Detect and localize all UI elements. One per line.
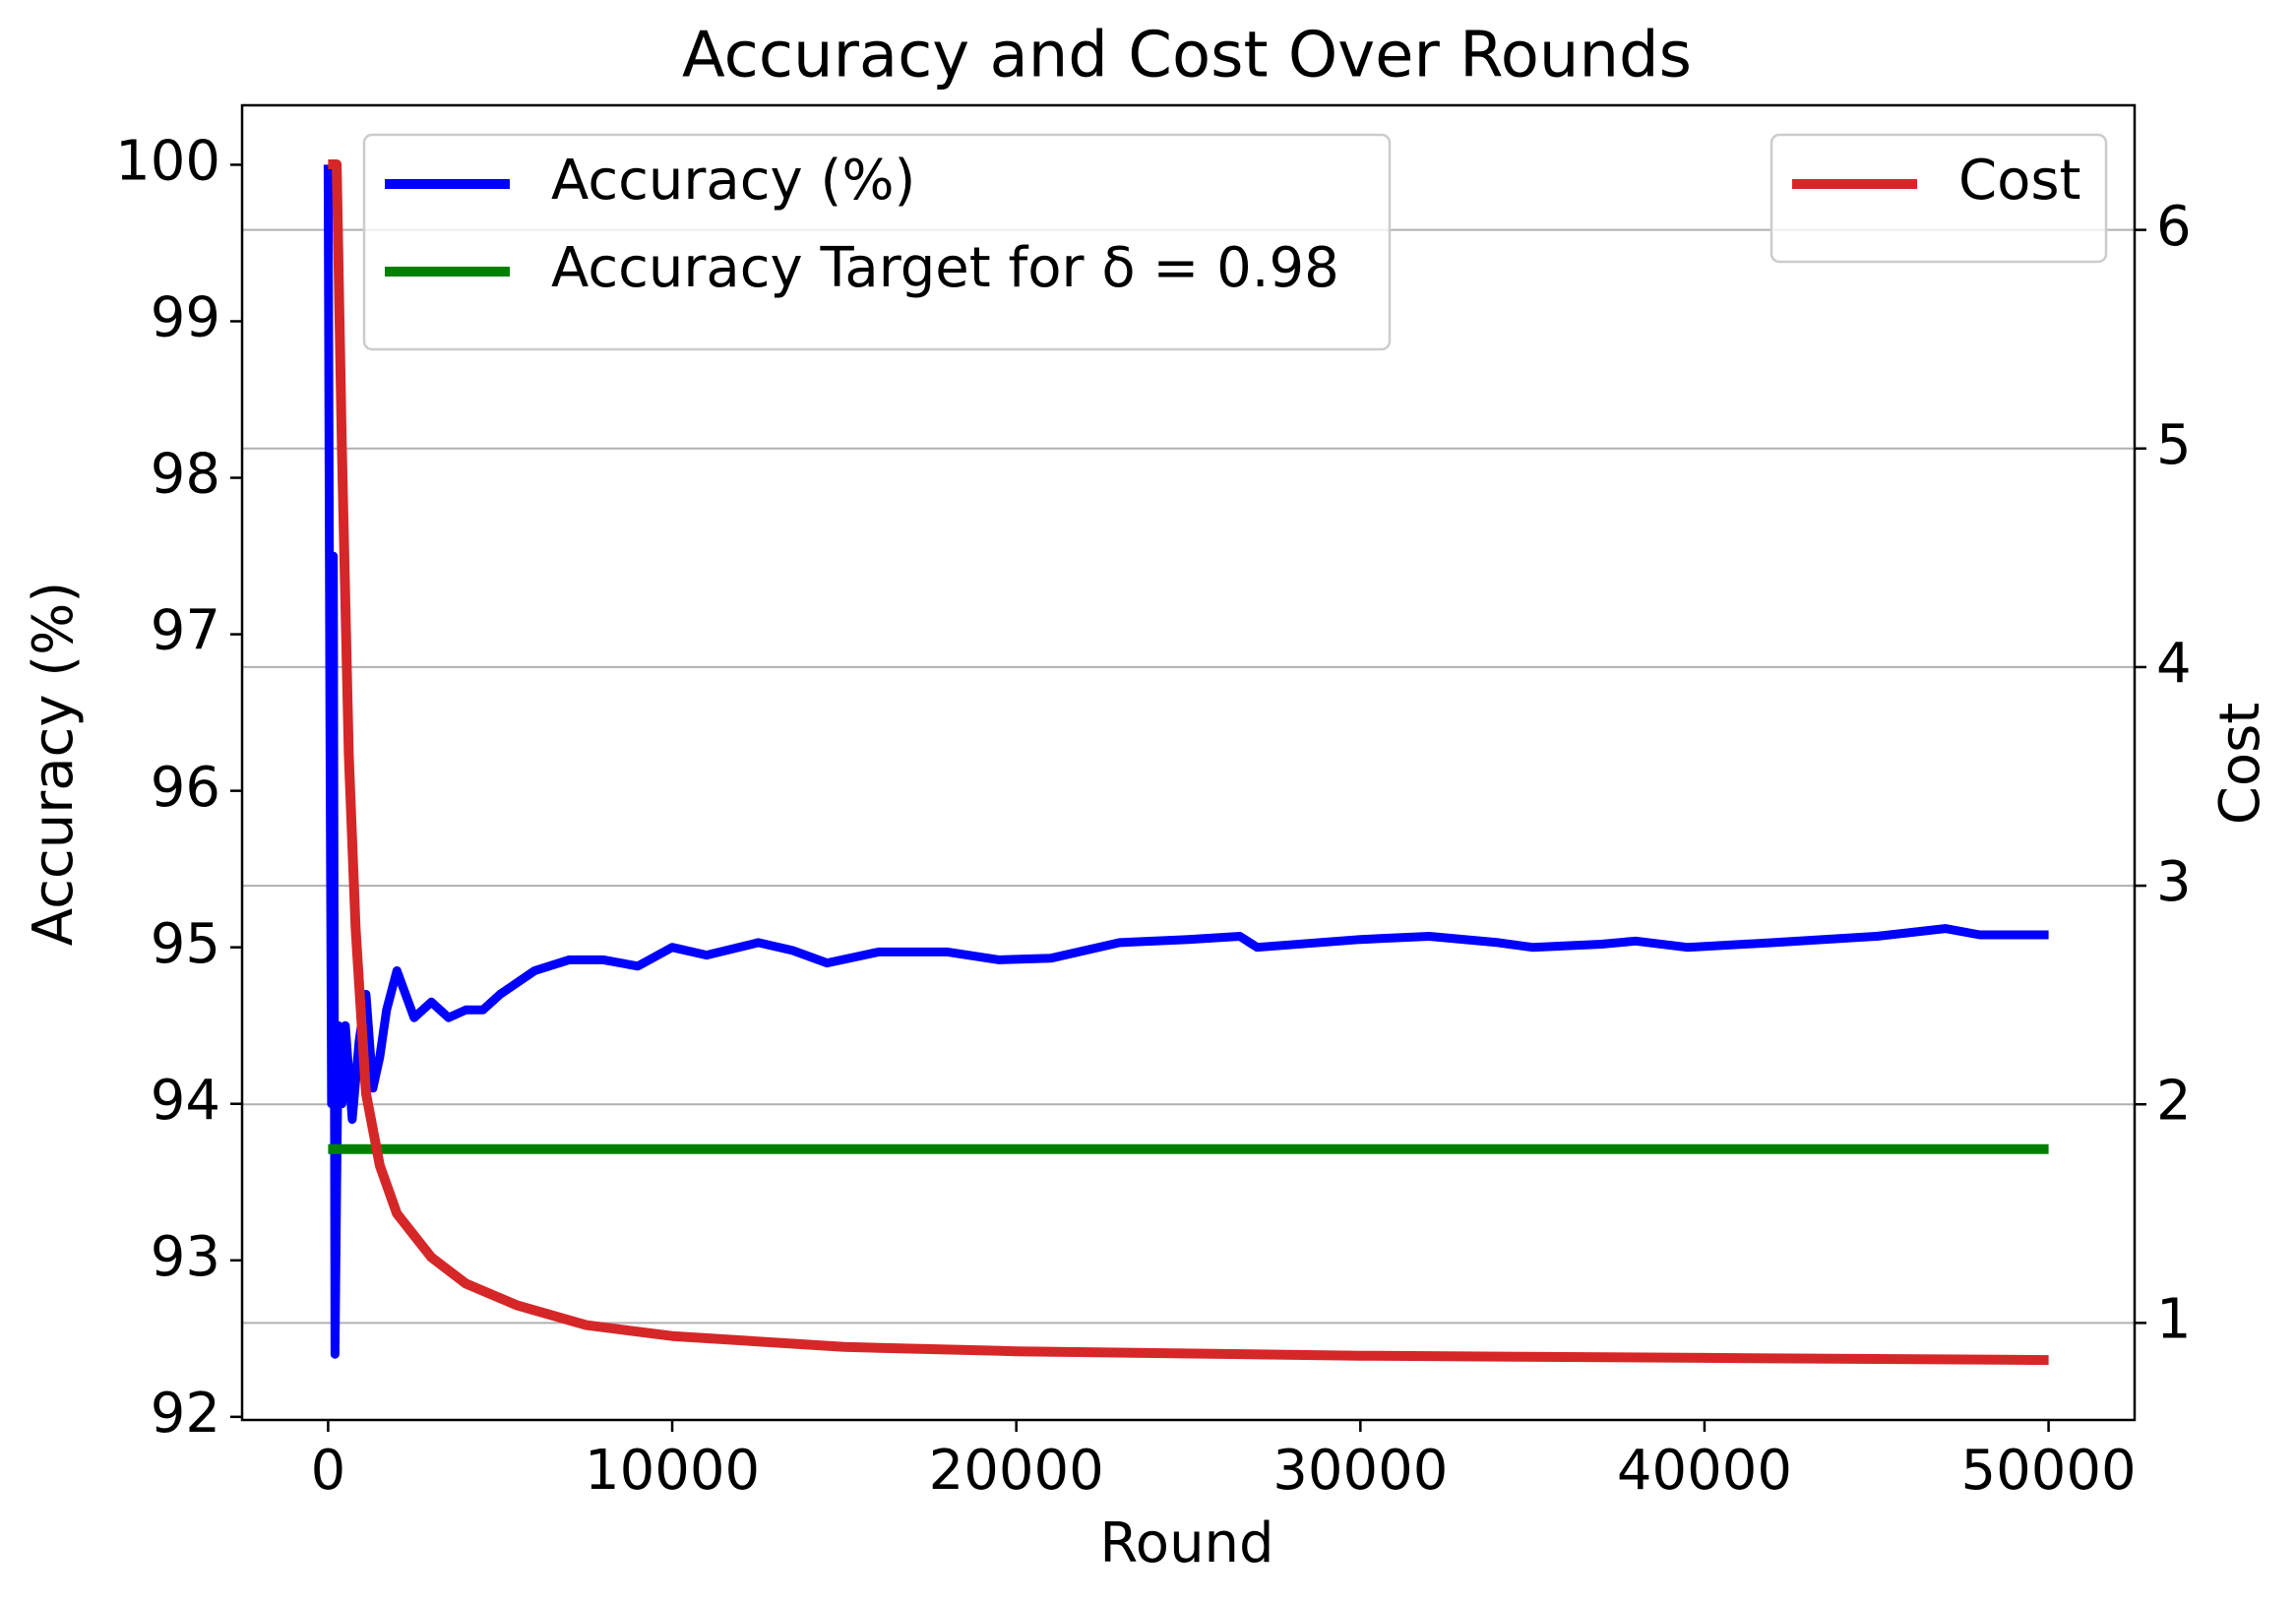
chart-title: Accuracy and Cost Over Rounds bbox=[682, 20, 1692, 92]
series-line bbox=[323, 164, 2049, 1359]
legend-label: Accuracy (%) bbox=[551, 149, 915, 213]
y2-tick-label: 4 bbox=[2156, 632, 2192, 696]
x-tick-label: 50000 bbox=[1961, 1439, 2137, 1503]
series-line bbox=[326, 159, 2049, 1366]
y-tick-label: 93 bbox=[151, 1225, 220, 1289]
y2-tick-label: 1 bbox=[2156, 1288, 2192, 1352]
y2-tick-label: 2 bbox=[2156, 1069, 2192, 1133]
y-tick-label: 92 bbox=[151, 1382, 220, 1446]
y-tick-label: 99 bbox=[151, 286, 220, 350]
y2-tick-label: 3 bbox=[2156, 850, 2192, 914]
y2-axis-label: Cost bbox=[2208, 703, 2272, 826]
legend-label: Cost bbox=[1958, 149, 2081, 213]
y-tick-label: 97 bbox=[151, 599, 220, 663]
y2-tick-label: 5 bbox=[2156, 413, 2192, 477]
x-axis-label: Round bbox=[1099, 1511, 1273, 1575]
y-tick-label: 100 bbox=[115, 130, 220, 194]
y2-tick-label: 6 bbox=[2156, 195, 2192, 259]
y-tick-label: 98 bbox=[151, 443, 220, 507]
plot-frame bbox=[240, 103, 2137, 1422]
x-tick-label: 40000 bbox=[1617, 1439, 1792, 1503]
legend-box bbox=[1769, 133, 2108, 264]
x-tick-label: 10000 bbox=[585, 1439, 760, 1503]
y-tick-label: 94 bbox=[151, 1069, 220, 1133]
x-tick-label: 30000 bbox=[1272, 1439, 1448, 1503]
y-tick-label: 95 bbox=[151, 912, 220, 976]
x-tick-label: 20000 bbox=[929, 1439, 1104, 1503]
legend-box bbox=[362, 133, 1392, 351]
y-axis-label: Accuracy (%) bbox=[22, 582, 86, 946]
x-tick-label: 0 bbox=[311, 1439, 346, 1503]
y-tick-label: 96 bbox=[151, 756, 220, 820]
legend-label: Accuracy Target for δ = 0.98 bbox=[551, 236, 1339, 300]
